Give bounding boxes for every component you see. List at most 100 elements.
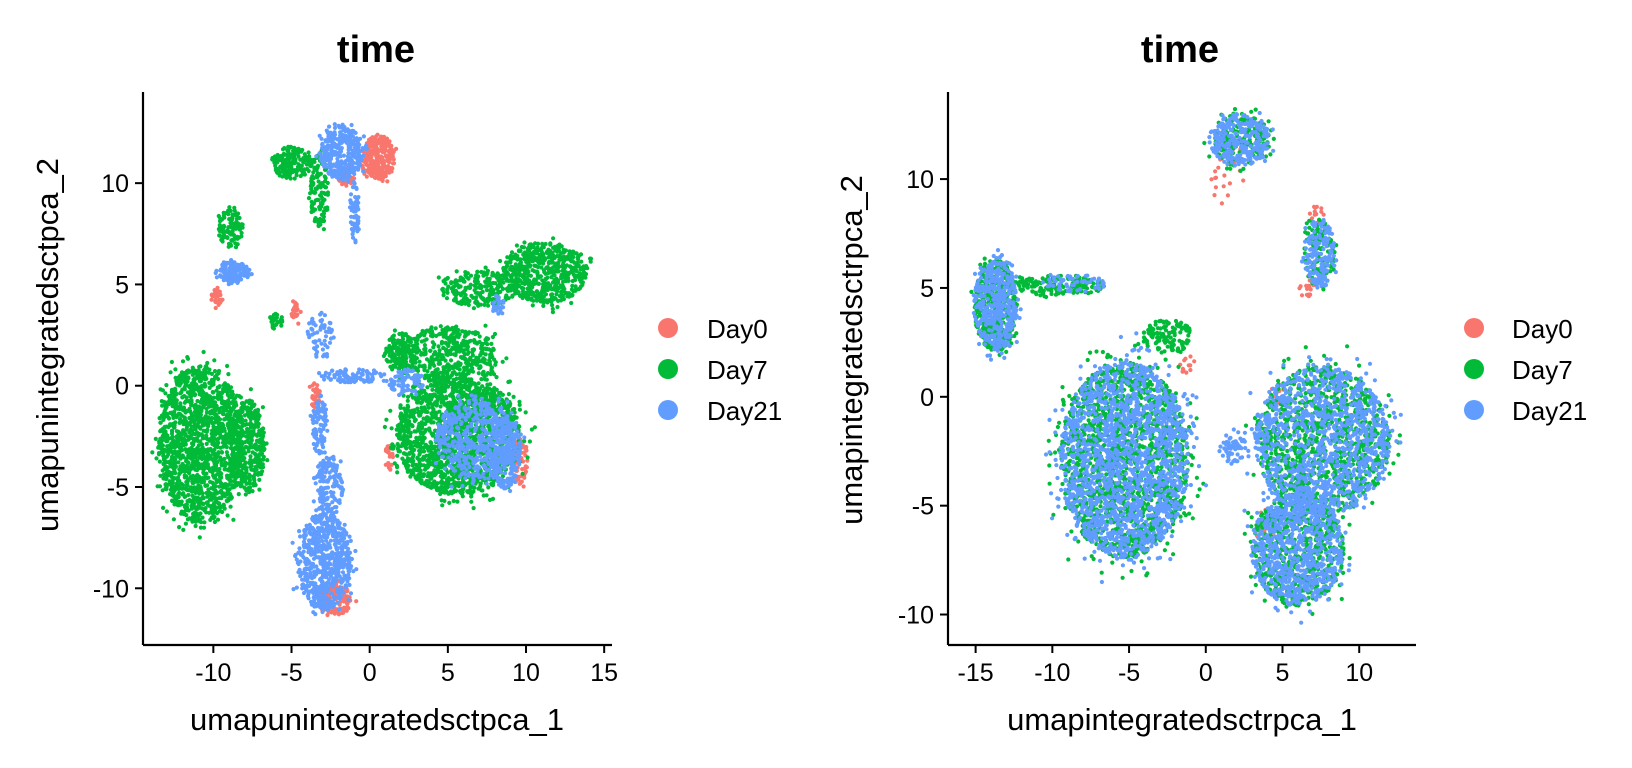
data-point bbox=[409, 392, 414, 397]
data-point bbox=[415, 406, 420, 411]
data-point bbox=[289, 161, 294, 166]
data-point bbox=[256, 431, 261, 436]
data-point bbox=[364, 162, 369, 167]
data-point bbox=[238, 484, 243, 489]
data-point bbox=[410, 444, 415, 449]
data-point bbox=[312, 381, 317, 386]
data-point bbox=[246, 427, 251, 432]
data-point bbox=[490, 369, 495, 374]
data-point bbox=[480, 384, 485, 389]
data-point bbox=[417, 452, 422, 457]
data-point bbox=[250, 445, 255, 450]
data-point bbox=[459, 491, 464, 496]
data-point bbox=[185, 517, 190, 522]
data-point bbox=[438, 404, 443, 409]
data-point bbox=[525, 455, 530, 460]
data-point bbox=[257, 413, 262, 418]
data-point bbox=[415, 456, 420, 461]
data-point bbox=[295, 164, 301, 169]
data-point bbox=[444, 347, 449, 352]
data-point bbox=[165, 444, 170, 449]
data-point bbox=[261, 440, 266, 445]
data-point bbox=[217, 432, 223, 437]
data-point bbox=[428, 327, 433, 333]
data-point bbox=[228, 220, 233, 226]
data-point bbox=[425, 418, 430, 423]
data-point bbox=[196, 388, 201, 394]
data-point bbox=[398, 405, 403, 410]
data-point bbox=[430, 387, 435, 392]
data-point bbox=[301, 156, 306, 161]
data-point bbox=[186, 508, 191, 513]
data-point bbox=[402, 460, 407, 465]
data-point bbox=[381, 150, 386, 155]
data-point bbox=[237, 235, 242, 240]
data-point bbox=[486, 485, 491, 490]
data-point bbox=[437, 388, 442, 393]
data-point bbox=[213, 305, 218, 311]
data-point bbox=[460, 391, 465, 396]
data-point bbox=[476, 371, 481, 376]
data-point bbox=[169, 457, 174, 462]
data-point bbox=[488, 382, 493, 387]
data-point bbox=[243, 418, 248, 423]
data-point bbox=[298, 309, 303, 314]
data-point bbox=[465, 347, 470, 352]
data-point bbox=[490, 496, 496, 501]
data-point bbox=[204, 433, 209, 438]
data-point bbox=[183, 439, 188, 444]
data-point bbox=[410, 408, 415, 413]
data-point bbox=[283, 163, 288, 168]
data-point bbox=[229, 231, 234, 236]
data-point bbox=[404, 442, 409, 448]
data-point bbox=[157, 459, 162, 464]
data-point bbox=[200, 491, 205, 496]
data-point bbox=[180, 359, 186, 364]
data-point bbox=[227, 388, 232, 394]
data-point bbox=[368, 160, 373, 165]
data-point bbox=[235, 417, 240, 422]
data-point bbox=[196, 503, 201, 508]
data-point bbox=[409, 423, 415, 428]
data-point bbox=[481, 493, 486, 498]
data-point bbox=[171, 403, 176, 408]
data-point bbox=[228, 492, 233, 497]
data-point bbox=[229, 416, 235, 421]
data-point bbox=[511, 394, 516, 399]
data-point bbox=[479, 488, 484, 493]
data-point bbox=[228, 408, 234, 413]
data-point bbox=[318, 216, 323, 222]
data-point bbox=[221, 234, 226, 239]
data-point bbox=[440, 503, 445, 508]
data-point bbox=[431, 444, 436, 449]
data-point bbox=[207, 367, 212, 372]
data-point bbox=[421, 406, 426, 411]
data-point bbox=[296, 147, 301, 152]
data-point bbox=[291, 315, 296, 320]
data-point bbox=[208, 446, 213, 452]
data-point bbox=[188, 428, 193, 433]
data-point bbox=[153, 436, 158, 441]
data-point bbox=[182, 420, 187, 425]
data-point bbox=[445, 404, 450, 409]
data-point bbox=[228, 504, 233, 509]
data-point bbox=[173, 470, 178, 476]
data-point bbox=[394, 427, 399, 432]
data-point bbox=[207, 385, 212, 390]
data-point bbox=[231, 517, 236, 522]
data-point bbox=[440, 386, 445, 391]
data-point bbox=[158, 473, 163, 478]
data-point bbox=[238, 395, 243, 400]
data-point bbox=[421, 396, 427, 401]
data-point bbox=[210, 381, 215, 386]
data-point bbox=[415, 337, 420, 342]
data-point bbox=[201, 455, 207, 461]
data-point bbox=[230, 214, 235, 219]
data-point bbox=[218, 216, 223, 221]
data-point bbox=[236, 222, 241, 227]
data-point bbox=[216, 390, 222, 395]
data-point bbox=[318, 201, 323, 206]
data-point bbox=[425, 483, 430, 488]
data-point bbox=[476, 381, 481, 386]
data-point bbox=[234, 393, 239, 398]
